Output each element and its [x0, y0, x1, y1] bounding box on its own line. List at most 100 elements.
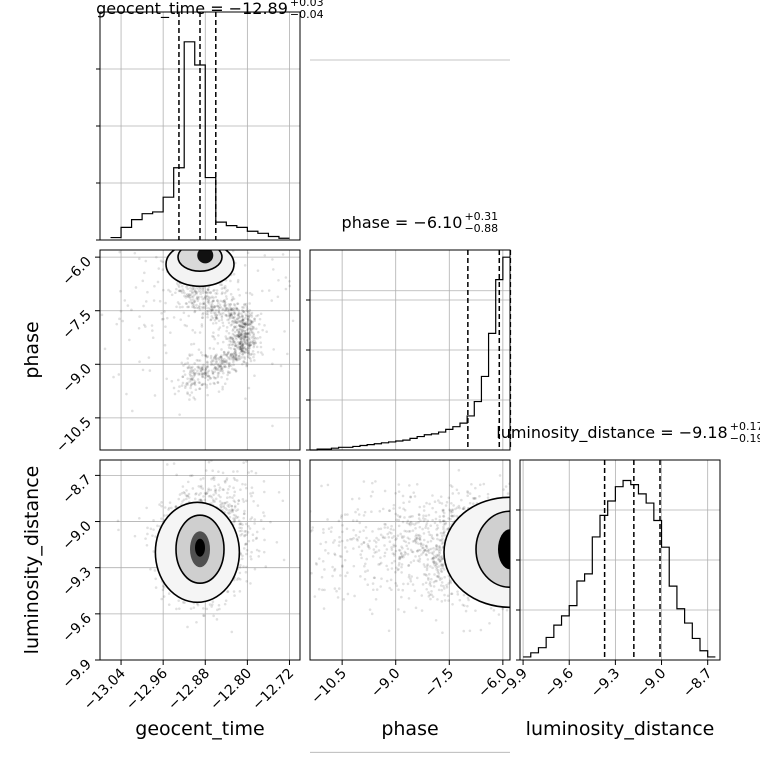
- scatter-phase-geocent-point: [252, 344, 256, 347]
- scatter-phase-geocent-point: [137, 257, 141, 261]
- scatter-phase-geocent-point: [244, 323, 247, 326]
- scatter-phase-geocent-point: [320, 287, 323, 290]
- scatter-phase-geocent-point: [231, 338, 235, 341]
- scatter-phase-geocent-point: [184, 362, 187, 366]
- scatter-phase-geocent-point: [191, 290, 194, 294]
- scatter-phase-geocent-point: [119, 309, 123, 313]
- scatter-ld-phase-point: [406, 552, 410, 556]
- scatter-phase-geocent-point: [222, 365, 226, 369]
- scatter-ld-phase-point: [394, 538, 397, 541]
- scatter-phase-geocent-point: [225, 361, 229, 365]
- scatter-phase-geocent-point: [242, 310, 245, 313]
- scatter-ld-phase-point: [473, 497, 476, 500]
- scatter-phase-geocent-point: [186, 361, 190, 365]
- scatter-phase-geocent-point: [250, 330, 254, 334]
- scatter-phase-geocent-point: [186, 295, 190, 298]
- scatter-phase-geocent-point: [220, 312, 223, 316]
- scatter-ld-phase-point: [420, 594, 424, 597]
- scatter-phase-geocent-point: [141, 279, 145, 283]
- scatter-phase-geocent-point: [193, 289, 197, 293]
- scatter-ld-geocent-point: [228, 495, 232, 499]
- scatter-phase-geocent-point: [240, 333, 244, 336]
- scatter-phase-geocent-point: [206, 306, 210, 310]
- scatter-phase-geocent-point: [200, 372, 204, 376]
- scatter-phase-geocent-point: [185, 302, 188, 305]
- scatter-ld-geocent-point: [238, 523, 242, 526]
- scatter-phase-geocent-point: [247, 341, 250, 345]
- scatter-ld-phase-point: [441, 510, 445, 513]
- scatter-ld-geocent-point: [154, 535, 157, 538]
- scatter-phase-geocent-point: [115, 322, 119, 326]
- scatter-ld-phase-point: [431, 552, 435, 556]
- scatter-ld-phase-point: [422, 509, 426, 512]
- scatter-phase-geocent-point: [271, 424, 274, 428]
- scatter-phase-geocent-point: [215, 359, 218, 363]
- scatter-phase-geocent-point: [226, 309, 229, 313]
- scatter-phase-geocent-point: [211, 359, 214, 362]
- scatter-phase-geocent-point: [228, 314, 232, 318]
- scatter-phase-geocent-point: [220, 283, 224, 287]
- scatter-phase-geocent-point: [183, 386, 187, 390]
- scatter-phase-geocent-point: [211, 371, 215, 374]
- scatter-ld-phase-point: [377, 563, 380, 566]
- scatter-ld-geocent-point: [233, 517, 237, 520]
- scatter-ld-geocent-point: [186, 494, 190, 498]
- scatter-phase-geocent-point: [217, 319, 221, 323]
- scatter-ld-phase-point: [365, 557, 368, 561]
- scatter-ld-phase-point: [425, 564, 429, 568]
- scatter-phase-geocent-point: [183, 291, 186, 295]
- scatter-ld-geocent-point: [249, 518, 252, 521]
- scatter-phase-geocent-point: [222, 324, 225, 328]
- scatter-phase-geocent-point: [250, 327, 254, 331]
- scatter-ld-geocent-point: [177, 497, 181, 501]
- scatter-phase-geocent-point: [217, 305, 221, 309]
- scatter-phase-geocent-point: [217, 311, 221, 314]
- scatter-phase-geocent-point: [193, 299, 196, 303]
- scatter-ld-phase-point: [393, 552, 396, 555]
- scatter-ld-geocent-point: [230, 504, 233, 508]
- scatter-ld-phase-point: [424, 526, 427, 530]
- scatter-ld-phase-point: [424, 544, 428, 548]
- scatter-ld-geocent-point: [241, 523, 244, 526]
- scatter-phase-geocent-point: [148, 369, 152, 372]
- scatter-phase-geocent-point: [175, 305, 178, 309]
- scatter-phase-geocent-point: [239, 344, 243, 348]
- scatter-phase-geocent-point: [239, 324, 243, 327]
- scatter-phase-geocent-point: [210, 306, 214, 309]
- scatter-phase-geocent-point: [247, 321, 250, 324]
- scatter-phase-geocent-point: [195, 286, 198, 290]
- scatter-phase-geocent-point: [249, 353, 253, 356]
- scatter-ld-geocent-point: [202, 614, 205, 617]
- scatter-phase-geocent-point: [244, 341, 247, 345]
- scatter-ld-geocent-point: [250, 494, 253, 498]
- scatter-ld-geocent-point: [231, 510, 234, 514]
- scatter-phase-geocent-point: [239, 333, 243, 336]
- scatter-phase-geocent-point: [188, 372, 192, 375]
- scatter-phase-geocent-point: [169, 331, 172, 334]
- scatter-phase-geocent-point: [209, 318, 213, 321]
- scatter-phase-geocent-point: [209, 376, 212, 380]
- scatter-ld-phase-point: [438, 545, 441, 549]
- scatter-phase-geocent-point: [204, 368, 208, 371]
- scatter-phase-geocent-point: [248, 346, 251, 350]
- scatter-ld-geocent-point: [223, 602, 227, 606]
- scatter-ld-phase-point: [427, 578, 430, 581]
- scatter-phase-geocent-point: [118, 317, 121, 321]
- scatter-phase-geocent-point: [253, 359, 256, 362]
- scatter-phase-geocent-point: [230, 337, 234, 340]
- scatter-phase-geocent-point: [244, 347, 248, 351]
- scatter-phase-geocent-point: [187, 295, 190, 298]
- scatter-phase-geocent-point: [207, 300, 210, 303]
- scatter-ld-geocent-point: [263, 538, 266, 542]
- scatter-ld-phase-point: [447, 599, 450, 602]
- scatter-phase-geocent-point: [211, 309, 214, 312]
- scatter-ld-phase-point: [385, 548, 389, 551]
- scatter-phase-geocent-point: [249, 343, 253, 347]
- scatter-phase-geocent-point: [248, 341, 252, 345]
- scatter-ld-phase-point: [441, 566, 445, 569]
- scatter-ld-geocent-point: [257, 549, 261, 553]
- scatter-phase-geocent-point: [241, 318, 245, 322]
- scatter-phase-geocent-point: [202, 365, 205, 369]
- scatter-ld-phase-point: [421, 527, 424, 531]
- scatter-phase-geocent-point: [214, 376, 218, 380]
